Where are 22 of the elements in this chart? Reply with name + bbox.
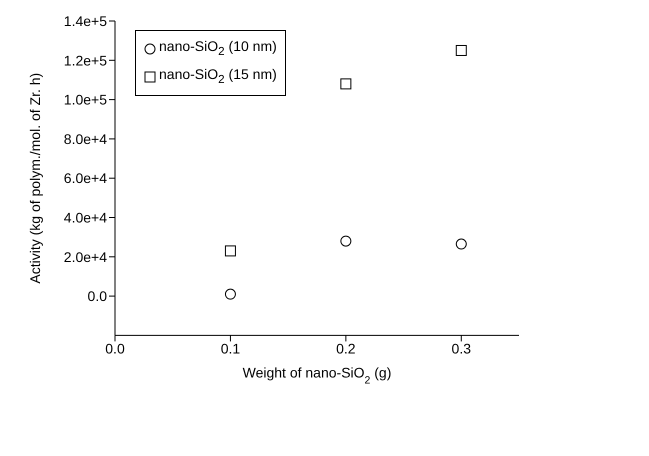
x-tick-label: 0.0 bbox=[105, 340, 125, 356]
point bbox=[456, 44, 467, 56]
legend-label: nano-SiO$_{2}$ (15 nm) bbox=[159, 64, 277, 88]
point bbox=[456, 238, 467, 250]
point bbox=[224, 288, 236, 300]
point bbox=[340, 78, 352, 90]
x-tick-label: 0.2 bbox=[336, 340, 356, 356]
x-axis-title: Weight of nano-SiO$_{2}$ (g) bbox=[242, 364, 392, 386]
point bbox=[340, 236, 352, 247]
y-tick-label: 6.0e+4 bbox=[64, 170, 108, 186]
x-tick-label: 0.1 bbox=[220, 340, 240, 356]
x-tick-label: 0.3 bbox=[452, 340, 472, 356]
y-tick-label: 4.0e+4 bbox=[64, 209, 108, 226]
y-tick-label: 0.0 bbox=[88, 288, 108, 304]
y-tick-label: 1.2e+5 bbox=[64, 52, 108, 68]
y-axis-title: Activity (kg of polym./mol. of Zr. h) bbox=[26, 72, 43, 284]
y-tick-label: 2.0e+4 bbox=[64, 248, 108, 265]
y-tick-label: 1.0e+5 bbox=[64, 92, 108, 108]
y-tick-label: 1.4e+5 bbox=[64, 12, 108, 29]
legend-label: nano-SiO$_{2}$ (10 nm) bbox=[159, 37, 277, 60]
point bbox=[224, 245, 236, 256]
y-tick-label: 8.0e+4 bbox=[64, 130, 108, 147]
